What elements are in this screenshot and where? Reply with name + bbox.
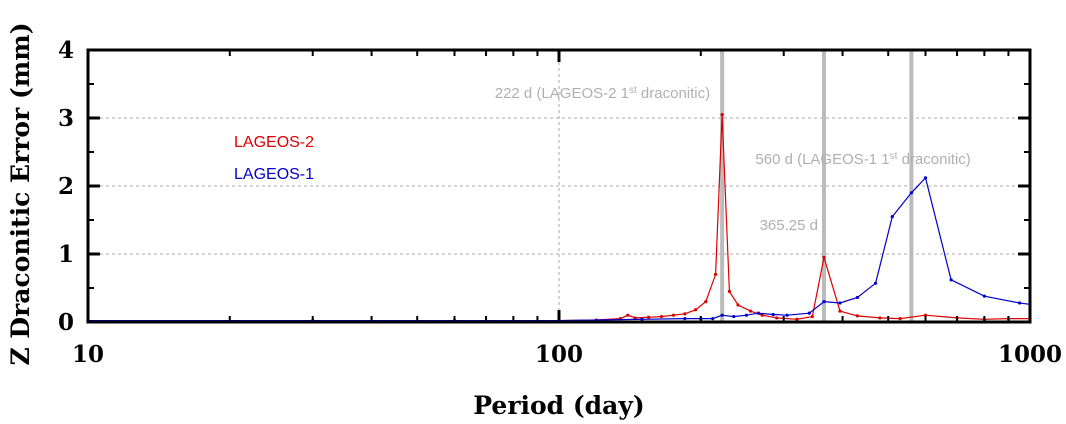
data-point [626, 313, 630, 317]
legend: LAGEOS-2 LAGEOS-1 [234, 134, 314, 183]
grid-lines [88, 50, 1030, 322]
data-point [878, 316, 882, 320]
x-tick-label: 100 [535, 341, 583, 368]
data-point [683, 312, 687, 316]
data-point [807, 311, 811, 315]
y-tick-label: 2 [58, 173, 74, 200]
data-point [855, 314, 859, 318]
data-point [704, 300, 708, 304]
data-point [838, 301, 842, 305]
data-point [732, 314, 736, 319]
data-point [775, 316, 779, 320]
data-point [822, 300, 826, 304]
y-tick-label: 4 [58, 37, 74, 64]
data-point [720, 113, 724, 117]
data-point [822, 255, 826, 259]
data-point [949, 278, 953, 282]
x-axis-title: Period (day) [473, 391, 644, 420]
data-point [771, 312, 775, 317]
annotations: 222 d (LAGEOS-2 1st draconitic) 365.25 d 5… [495, 85, 971, 235]
data-point [1017, 301, 1022, 305]
series-lageos-1 [86, 176, 1032, 323]
data-point [748, 309, 753, 313]
data-point [795, 317, 799, 321]
y-tick-label: 0 [58, 309, 74, 336]
y-tick-label: 3 [58, 105, 74, 132]
annotation-label: 365.25 d [760, 217, 818, 234]
data-point [736, 303, 740, 307]
y-axis-title: Z Draconitic Error (mm) [6, 22, 35, 365]
data-point [640, 317, 644, 321]
period-marker-lines [720, 50, 914, 322]
data-point [694, 308, 698, 312]
data-point [923, 176, 928, 180]
data-point [647, 315, 651, 319]
data-point [711, 317, 715, 321]
legend-entry-lageos-1: LAGEOS-1 [234, 166, 314, 183]
annotation-label: 222 d (LAGEOS-2 1st draconitic) [495, 85, 710, 103]
data-point [671, 313, 676, 317]
annotation-label: 560 d (LAGEOS-1 1st draconitic) [755, 151, 970, 169]
legend-entry-lageos-2: LAGEOS-2 [234, 134, 314, 151]
data-point [659, 314, 664, 319]
data-point [756, 311, 760, 315]
data-point [838, 309, 842, 313]
data-point [727, 289, 731, 293]
data-point [683, 317, 687, 321]
y-tick-label: 1 [58, 241, 74, 268]
data-point [890, 215, 894, 219]
x-tick-label: 10 [72, 341, 104, 368]
data-point [744, 313, 749, 317]
data-point [909, 191, 913, 195]
data-point [760, 313, 764, 317]
series-line [88, 176, 1031, 322]
data-point [720, 313, 724, 317]
data-point [982, 294, 986, 298]
data-point [855, 295, 859, 300]
axis-ticks: 0 1 2 3 4 10 100 1000 [58, 37, 1062, 368]
data-point [873, 281, 878, 285]
data-point [713, 272, 718, 276]
series-line [88, 114, 1030, 322]
data-point [810, 314, 814, 319]
data-point [785, 313, 789, 317]
x-tick-label: 1000 [998, 341, 1062, 368]
data-point [633, 316, 637, 320]
data-point [898, 317, 902, 321]
